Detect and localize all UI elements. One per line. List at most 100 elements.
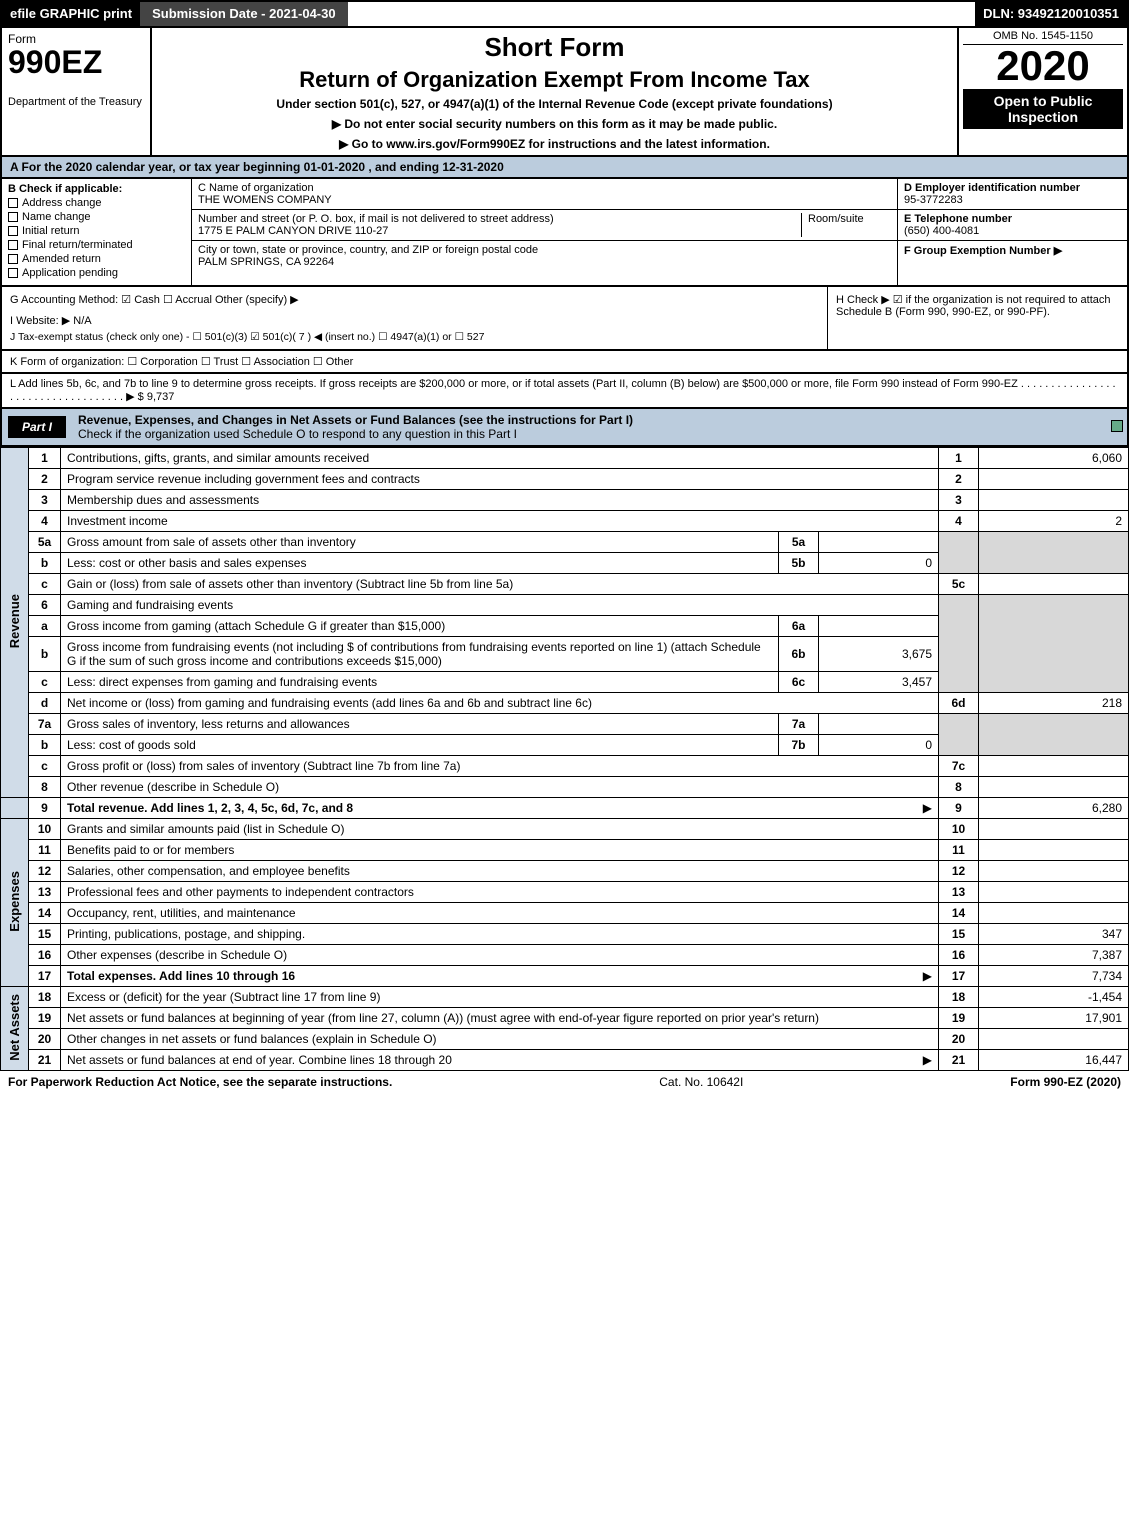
- street-address: 1775 E PALM CANYON DRIVE 110-27: [198, 225, 801, 237]
- row-k-form-of-org: K Form of organization: ☐ Corporation ☐ …: [0, 351, 1129, 374]
- line-20-amt: [979, 1029, 1129, 1050]
- line-7b-sval: 0: [819, 735, 939, 756]
- org-name: THE WOMENS COMPANY: [198, 194, 891, 206]
- line-7b-desc: Less: cost of goods sold: [61, 735, 779, 756]
- line-12-ref: 12: [939, 861, 979, 882]
- chk-amended-return[interactable]: Amended return: [8, 253, 185, 265]
- line-6c-desc: Less: direct expenses from gaming and fu…: [61, 672, 779, 693]
- return-title: Return of Organization Exempt From Incom…: [162, 67, 947, 93]
- line-15-ref: 15: [939, 924, 979, 945]
- chk-address-change[interactable]: Address change: [8, 197, 185, 209]
- row-g-accounting: G Accounting Method: ☑ Cash ☐ Accrual Ot…: [10, 293, 819, 306]
- shade-5ab-amt: [979, 532, 1129, 574]
- line-1-desc: Contributions, gifts, grants, and simila…: [61, 448, 939, 469]
- line-7c-desc: Gross profit or (loss) from sales of inv…: [61, 756, 939, 777]
- tax-year: 2020: [963, 45, 1123, 87]
- topbar: efile GRAPHIC print Submission Date - 20…: [0, 0, 1129, 28]
- row-j-tax-exempt: J Tax-exempt status (check only one) - ☐…: [10, 331, 819, 343]
- line-5a-sval: [819, 532, 939, 553]
- line-7c-ref: 7c: [939, 756, 979, 777]
- line-19-ref: 19: [939, 1008, 979, 1029]
- line-7a-sub: 7a: [779, 714, 819, 735]
- line-8-amt: [979, 777, 1129, 798]
- dept-treasury: Department of the Treasury: [8, 96, 144, 108]
- line-19-desc: Net assets or fund balances at beginning…: [61, 1008, 939, 1029]
- line-9-ref: 9: [939, 798, 979, 819]
- line-5c-num: c: [29, 574, 61, 595]
- line-5a-sub: 5a: [779, 532, 819, 553]
- line-10-ref: 10: [939, 819, 979, 840]
- line-7c-amt: [979, 756, 1129, 777]
- line-18-amt: -1,454: [979, 987, 1129, 1008]
- row-h-schedule-b: H Check ▶ ☑ if the organization is not r…: [836, 293, 1119, 318]
- open-to-public: Open to Public Inspection: [963, 89, 1123, 129]
- chk-application-pending[interactable]: Application pending: [8, 267, 185, 279]
- line-5b-sval: 0: [819, 553, 939, 574]
- section-b-title: B Check if applicable:: [8, 183, 185, 195]
- line-17-num: 17: [29, 966, 61, 987]
- line-11-amt: [979, 840, 1129, 861]
- line-1-amt: 6,060: [979, 448, 1129, 469]
- line-3-ref: 3: [939, 490, 979, 511]
- part-1-header: Part I Revenue, Expenses, and Changes in…: [0, 409, 1129, 447]
- section-def: D Employer identification number 95-3772…: [897, 179, 1127, 285]
- line-6a-sval: [819, 616, 939, 637]
- line-10-num: 10: [29, 819, 61, 840]
- city-label: City or town, state or province, country…: [198, 244, 891, 256]
- shade-5ab: [939, 532, 979, 574]
- part-1-schedule-o-checkbox[interactable]: [1107, 420, 1127, 435]
- line-5a-num: 5a: [29, 532, 61, 553]
- line-3-desc: Membership dues and assessments: [61, 490, 939, 511]
- line-5b-sub: 5b: [779, 553, 819, 574]
- chk-initial-return[interactable]: Initial return: [8, 225, 185, 237]
- submission-date: Submission Date - 2021-04-30: [140, 2, 348, 26]
- line-3-num: 3: [29, 490, 61, 511]
- part-1-tab: Part I: [8, 416, 66, 438]
- line-20-ref: 20: [939, 1029, 979, 1050]
- line-11-desc: Benefits paid to or for members: [61, 840, 939, 861]
- chk-final-return[interactable]: Final return/terminated: [8, 239, 185, 251]
- short-form-title: Short Form: [162, 32, 947, 63]
- goto-link[interactable]: ▶ Go to www.irs.gov/Form990EZ for instru…: [162, 137, 947, 151]
- header-left: Form 990EZ Department of the Treasury: [2, 28, 152, 155]
- line-13-amt: [979, 882, 1129, 903]
- city-state-zip: PALM SPRINGS, CA 92264: [198, 256, 891, 268]
- line-6b-num: b: [29, 637, 61, 672]
- line-6b-sub: 6b: [779, 637, 819, 672]
- line-8-ref: 8: [939, 777, 979, 798]
- line-21-num: 21: [29, 1050, 61, 1071]
- line-12-desc: Salaries, other compensation, and employ…: [61, 861, 939, 882]
- line-15-desc: Printing, publications, postage, and shi…: [61, 924, 939, 945]
- line-6c-sub: 6c: [779, 672, 819, 693]
- line-9-desc: Total revenue. Add lines 1, 2, 3, 4, 5c,…: [61, 798, 939, 819]
- line-3-amt: [979, 490, 1129, 511]
- line-19-num: 19: [29, 1008, 61, 1029]
- line-9-amt: 6,280: [979, 798, 1129, 819]
- line-2-num: 2: [29, 469, 61, 490]
- line-18-desc: Excess or (deficit) for the year (Subtra…: [61, 987, 939, 1008]
- form-ref: Form 990-EZ (2020): [1010, 1075, 1121, 1089]
- f-group-label: F Group Exemption Number ▶: [904, 244, 1121, 257]
- line-6a-num: a: [29, 616, 61, 637]
- line-5b-num: b: [29, 553, 61, 574]
- header-right: OMB No. 1545-1150 2020 Open to Public In…: [957, 28, 1127, 155]
- line-6d-ref: 6d: [939, 693, 979, 714]
- line-8-num: 8: [29, 777, 61, 798]
- line-6b-desc: Gross income from fundraising events (no…: [61, 637, 779, 672]
- e-phone-label: E Telephone number: [904, 213, 1121, 225]
- line-6a-desc: Gross income from gaming (attach Schedul…: [61, 616, 779, 637]
- line-14-num: 14: [29, 903, 61, 924]
- line-13-num: 13: [29, 882, 61, 903]
- efile-print-label[interactable]: efile GRAPHIC print: [2, 2, 140, 26]
- line-6d-desc: Net income or (loss) from gaming and fun…: [61, 693, 939, 714]
- line-5c-desc: Gain or (loss) from sale of assets other…: [61, 574, 939, 595]
- line-7a-num: 7a: [29, 714, 61, 735]
- under-section: Under section 501(c), 527, or 4947(a)(1)…: [162, 97, 947, 111]
- no-ssn-notice: ▶ Do not enter social security numbers o…: [162, 117, 947, 131]
- arrow-icon: ▶: [923, 969, 932, 983]
- chk-name-change[interactable]: Name change: [8, 211, 185, 223]
- line-19-amt: 17,901: [979, 1008, 1129, 1029]
- section-c-org: C Name of organization THE WOMENS COMPAN…: [192, 179, 897, 285]
- line-6-num: 6: [29, 595, 61, 616]
- line-6d-amt: 218: [979, 693, 1129, 714]
